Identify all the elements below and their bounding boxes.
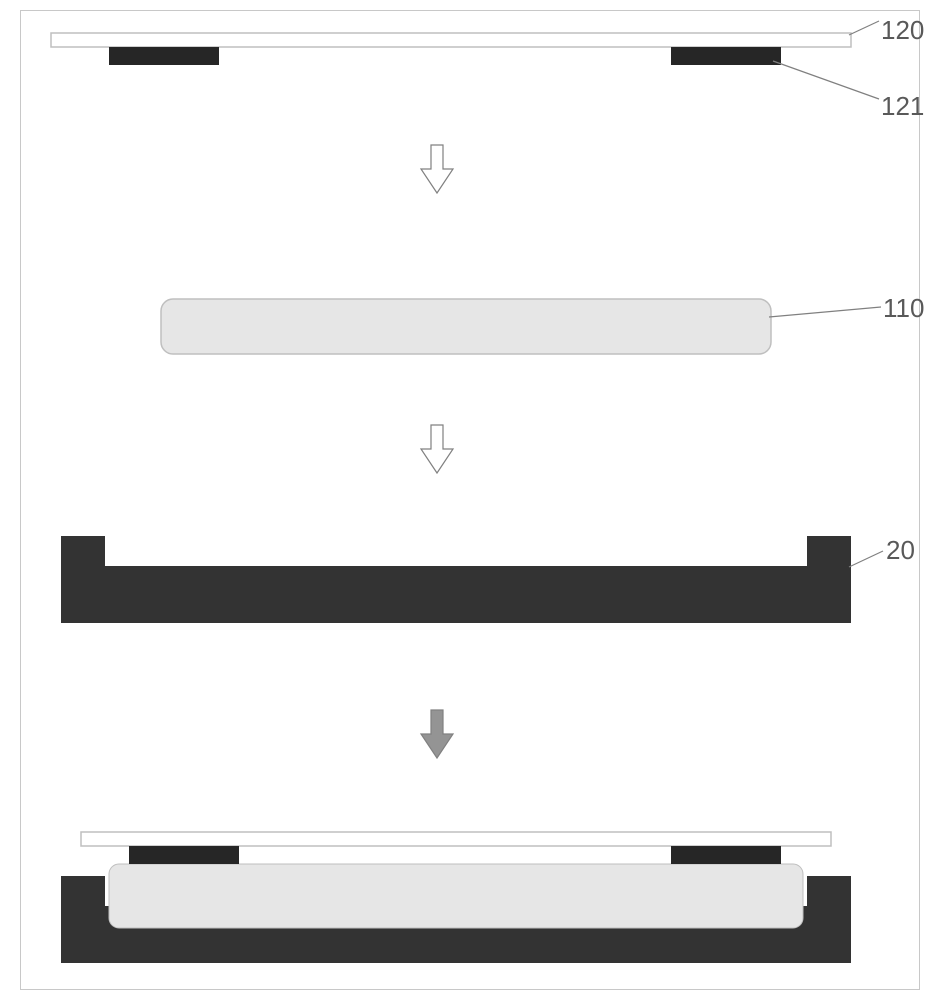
diagram-container: 120 121 110 20 <box>21 11 919 989</box>
leader-slab <box>769 307 881 317</box>
label-tray: 20 <box>886 535 915 566</box>
tab-right <box>671 47 781 65</box>
assembly-tab-right <box>671 846 781 864</box>
assembly-top-plate <box>81 832 831 846</box>
arrow-2 <box>417 421 457 481</box>
stage-tray <box>21 516 921 646</box>
slab <box>161 299 771 354</box>
outer-frame: 120 121 110 20 <box>20 10 920 990</box>
tray <box>61 536 851 623</box>
hollow-arrow-icon <box>421 425 453 473</box>
label-slab: 110 <box>883 293 924 324</box>
arrow-1 <box>417 141 457 201</box>
solid-arrow-icon <box>421 710 453 758</box>
label-top-plate: 120 <box>881 15 924 46</box>
tab-left <box>109 47 219 65</box>
assembly-slab <box>109 864 803 928</box>
stage-slab <box>21 291 921 371</box>
leader-tray <box>849 551 883 567</box>
stage-assembly <box>21 826 921 981</box>
assembly-tab-left <box>129 846 239 864</box>
hollow-arrow-icon <box>421 145 453 193</box>
arrow-3 <box>417 706 457 766</box>
label-tab: 121 <box>881 91 924 122</box>
top-plate <box>51 33 851 47</box>
stage-top-plate <box>21 11 921 131</box>
leader-top-plate <box>849 21 879 35</box>
leader-tab <box>773 61 879 99</box>
